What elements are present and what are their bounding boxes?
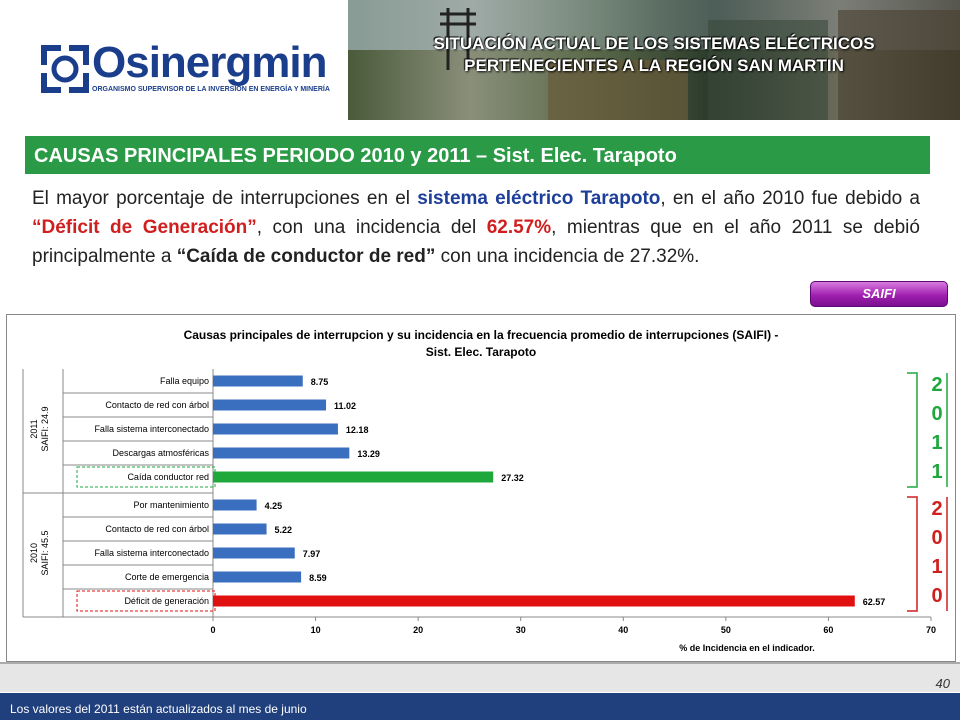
footer-note: Los valores del 2011 están actualizados … [10,702,307,716]
saifi-button[interactable]: SAIFI [810,281,948,307]
banner-title: SITUACIÓN ACTUAL DE LOS SISTEMAS ELÉCTRI… [348,33,960,77]
para-highlight-system: sistema eléctrico Tarapoto [417,188,661,209]
year-digit: 0 [931,403,942,425]
page-number: 40 [935,676,950,691]
bar [213,499,257,511]
para-text: , mientras que en el año 2011 se debió p… [32,217,920,267]
chart-title: Causas principales de interrupcion y su … [7,327,955,361]
para-highlight-cause-2011: “Caída de conductor de red” [176,246,436,267]
x-tick-label: 40 [618,625,628,635]
group-saifi-label: SAIFI: 24.9 [40,406,50,451]
header-banner-image [348,0,960,120]
category-label: Contacto de red con árbol [105,524,209,534]
data-label: 13.29 [357,449,380,459]
banner-title-line2: PERTENECIENTES A LA REGIÓN SAN MARTIN [464,56,844,75]
data-label: 8.75 [311,377,329,387]
category-label: Falla sistema interconectado [94,548,209,558]
data-label: 7.97 [303,549,321,559]
category-label: Caída conductor red [127,472,209,482]
year-digit: 0 [931,585,942,607]
x-tick-label: 60 [823,625,833,635]
osinergmin-logo [38,40,338,110]
footer-bar: Los valores del 2011 están actualizados … [0,693,960,720]
logo-name: Osinergmin [92,38,327,87]
para-highlight-cause-2010: “Déficit de Generación” [32,217,257,238]
category-label: Falla equipo [160,376,209,386]
year-bracket [907,496,918,612]
bottom-strip [0,662,960,692]
category-label: Contacto de red con árbol [105,400,209,410]
bar [213,471,494,483]
x-axis-label: % de Incidencia en el indicador. [679,643,815,653]
year-digit: 0 [931,527,942,549]
para-highlight-percent: 62.57% [486,217,552,238]
bar [213,547,295,559]
data-label: 5.22 [275,525,293,535]
year-digit: 2 [931,498,942,520]
bar [213,423,338,435]
summary-paragraph: El mayor porcentaje de interrupciones en… [32,184,920,271]
group-year-label: 2010 [29,543,39,563]
group-saifi-label: SAIFI: 45.5 [40,530,50,575]
x-tick-label: 0 [210,625,215,635]
chart-title-line1: Causas principales de interrupcion y su … [183,328,779,342]
group-year-label: 2011 [29,419,39,438]
bar [213,571,302,583]
x-tick-label: 20 [413,625,423,635]
bar [213,523,267,535]
chart-container: Causas principales de interrupcion y su … [6,314,956,662]
data-label: 8.59 [309,573,327,583]
year-bracket [907,372,918,488]
category-label: Por mantenimiento [133,500,209,510]
x-tick-label: 30 [516,625,526,635]
bar [213,399,327,411]
year-digit: 1 [931,432,942,454]
bar [213,375,303,387]
x-tick-label: 70 [926,625,936,635]
para-text: El mayor porcentaje de interrupciones en… [32,188,418,209]
section-header: CAUSAS PRINCIPALES PERIODO 2010 y 2011 –… [25,136,930,174]
year-digit: 2 [931,374,942,396]
category-label: Corte de emergencia [125,572,209,582]
data-label: 12.18 [346,425,369,435]
bar-chart: 0 10 20 30 40 50 60 70% de Incidencia en el ind… [22,369,948,653]
para-text: , con una incidencia del [256,217,487,238]
data-label: 4.25 [265,501,283,511]
data-label: 27.32 [501,473,524,483]
logo-subtitle: ORGANISMO SUPERVISOR DE LA INVERSIÓN EN … [92,86,330,93]
x-tick-label: 10 [311,625,321,635]
chart-title-line2: Sist. Elec. Tarapoto [425,345,537,359]
year-digit: 1 [931,556,942,578]
bar [213,595,855,607]
data-label: 62.57 [863,597,886,607]
category-label: Falla sistema interconectado [94,424,209,434]
bar [213,447,350,459]
section-title: CAUSAS PRINCIPALES PERIODO 2010 y 2011 –… [34,145,677,167]
x-tick-label: 50 [721,625,731,635]
data-label: 11.02 [334,401,356,411]
category-label: Descargas atmosféricas [112,448,209,458]
year-digit: 1 [931,461,942,483]
para-text: con una incidencia de 27.32%. [435,246,700,267]
logo-mark-icon [41,45,89,93]
banner-title-line1: SITUACIÓN ACTUAL DE LOS SISTEMAS ELÉCTRI… [433,34,875,53]
para-text: , en el año 2010 fue debido a [660,188,920,209]
category-label: Déficit de generación [124,596,209,606]
